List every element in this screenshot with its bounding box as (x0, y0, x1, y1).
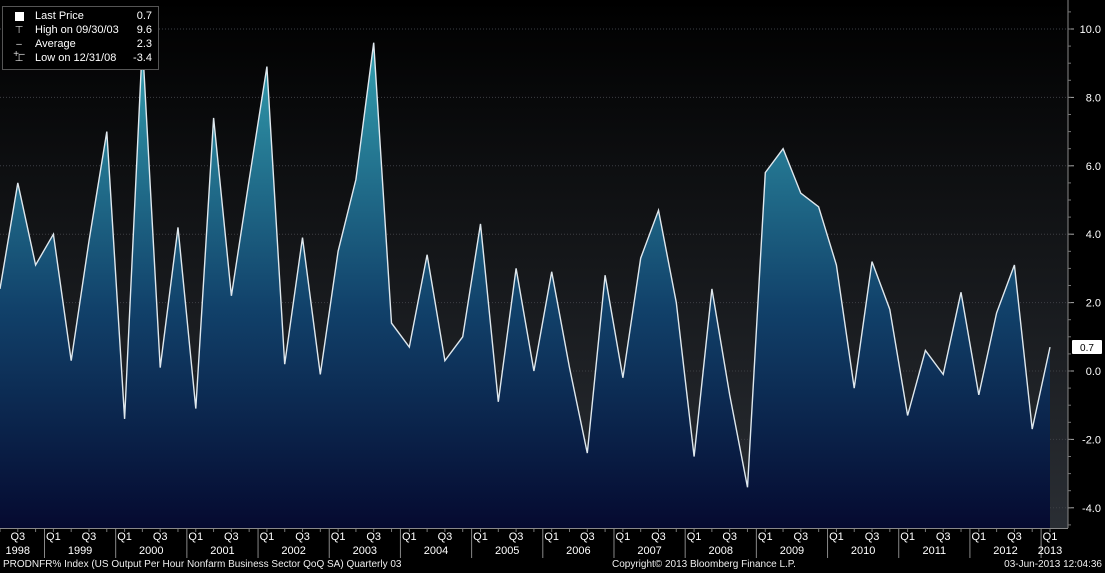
x-quarter-label: Q1 (900, 531, 915, 543)
y-tick-label: 10.0 (1080, 24, 1101, 36)
series-line (0, 42, 1051, 488)
copyright-text: Copyright© 2013 Bloomberg Finance L.P. (612, 559, 796, 570)
x-year-label: 2009 (780, 545, 804, 557)
x-quarter-label: Q3 (10, 531, 25, 543)
series-area (0, 42, 1050, 528)
x-year-label: 2007 (637, 545, 661, 557)
legend-last-label: Last Price (35, 10, 84, 22)
x-quarter-label: Q1 (473, 531, 488, 543)
x-quarter-label: Q1 (46, 531, 61, 543)
x-year-label: 2004 (424, 545, 448, 557)
last-value-box (1072, 340, 1102, 355)
timestamp: 03-Jun-2013 12:04:36 (1004, 559, 1102, 570)
x-quarter-label: Q1 (188, 531, 203, 543)
y-tick-label: 6.0 (1086, 161, 1101, 173)
x-quarter-label: Q1 (829, 531, 844, 543)
x-year-label: 2006 (566, 545, 590, 557)
x-quarter-label: Q3 (153, 531, 168, 543)
legend-row-last: Last Price 0.7 (3, 10, 158, 24)
x-quarter-label: Q3 (1007, 531, 1022, 543)
last-price-square-icon (12, 12, 26, 22)
x-quarter-label: Q1 (758, 531, 773, 543)
x-quarter-label: Q3 (438, 531, 453, 543)
x-year-label: 1999 (68, 545, 92, 557)
x-axis: Q3 Q1 Q3 Q1 Q3 Q1 Q3 Q1 Q3 Q1 Q3 Q1 Q3 Q1 Q3 Q1 Q3 Q1 Q3 Q1… (0, 529, 1062, 558)
x-quarter-label: Q3 (509, 531, 524, 543)
y-axis: -4.0 -2.0 0.0 2.0 4.0 6.0 8.0 10.0 (1068, 11, 1101, 526)
index-description: PRODNFR% Index (US Output Per Hour Nonfa… (3, 559, 402, 570)
x-quarter-label: Q3 (936, 531, 951, 543)
last-value-text: 0.7 (1080, 343, 1094, 354)
y-tick-label: 0.0 (1086, 366, 1101, 378)
x-year-label: 2012 (993, 545, 1017, 557)
low-marker-icon: ⊥ (14, 53, 24, 64)
x-year-label: 2001 (210, 545, 234, 557)
legend-high-value: 9.6 (136, 24, 152, 36)
legend-average-label: Average (35, 38, 76, 50)
x-quarter-label: Q1 (260, 531, 275, 543)
x-quarter-label: Q3 (651, 531, 666, 543)
x-year-label: 2005 (495, 545, 519, 557)
x-quarter-label: Q3 (82, 531, 97, 543)
chart: -4.0 -2.0 0.0 2.0 4.0 6.0 8.0 10.0 0.7 Q3 Q1 Q3 Q1… (0, 0, 1105, 558)
legend-low-label: Low on 12/31/08 (35, 52, 117, 64)
x-quarter-label: Q3 (295, 531, 310, 543)
y-tick-label: -2.0 (1082, 434, 1101, 446)
x-quarter-label: Q3 (865, 531, 880, 543)
x-quarter-label: Q1 (402, 531, 417, 543)
legend: Last Price 0.7 ⊤ High on 09/30/03 9.6 –+… (2, 6, 159, 70)
last-value-label: 0.7 (1072, 340, 1102, 355)
x-quarter-label: Q1 (971, 531, 986, 543)
x-year-label: 2002 (281, 545, 305, 557)
legend-average-value: 2.3 (136, 38, 152, 50)
x-quarter-label: Q1 (331, 531, 346, 543)
x-quarter-label: Q1 (616, 531, 631, 543)
legend-row-average: –+– Average 2.3 (3, 38, 158, 60)
x-year-label: 2011 (922, 545, 946, 557)
x-year-label: 2000 (139, 545, 163, 557)
x-quarter-label: Q3 (794, 531, 809, 543)
x-quarter-label: Q1 (544, 531, 559, 543)
x-quarter-label: Q3 (722, 531, 737, 543)
x-year-label: 2003 (353, 545, 377, 557)
footer: PRODNFR% Index (US Output Per Hour Nonfa… (0, 558, 1105, 573)
legend-row-low: ⊥ Low on 12/31/08 -3.4 (3, 52, 158, 66)
x-year-label: 2013 (1038, 545, 1062, 557)
legend-row-high: ⊤ High on 09/30/03 9.6 (3, 24, 158, 38)
x-year-label: 2010 (851, 545, 875, 557)
legend-last-value: 0.7 (136, 10, 152, 22)
y-tick-label: -4.0 (1082, 503, 1101, 515)
x-year-label: 2008 (709, 545, 733, 557)
x-year-label: 1998 (6, 545, 30, 557)
x-quarter-label: Q1 (687, 531, 702, 543)
x-axis-panel (0, 528, 1105, 558)
legend-high-label: High on 09/30/03 (35, 24, 119, 36)
x-quarter-label: Q1 (1043, 531, 1058, 543)
legend-low-value: -3.4 (133, 52, 152, 64)
y-tick-label: 8.0 (1086, 92, 1101, 104)
y-tick-label: 2.0 (1086, 298, 1101, 310)
x-quarter-label: Q3 (224, 531, 239, 543)
high-marker-icon: ⊤ (14, 25, 24, 36)
x-quarter-label: Q1 (117, 531, 132, 543)
x-quarter-label: Q3 (580, 531, 595, 543)
average-marker-icon: –+– (13, 39, 25, 60)
x-quarter-label: Q3 (366, 531, 381, 543)
y-tick-label: 4.0 (1086, 229, 1101, 241)
right-axis-panel (1068, 0, 1105, 528)
